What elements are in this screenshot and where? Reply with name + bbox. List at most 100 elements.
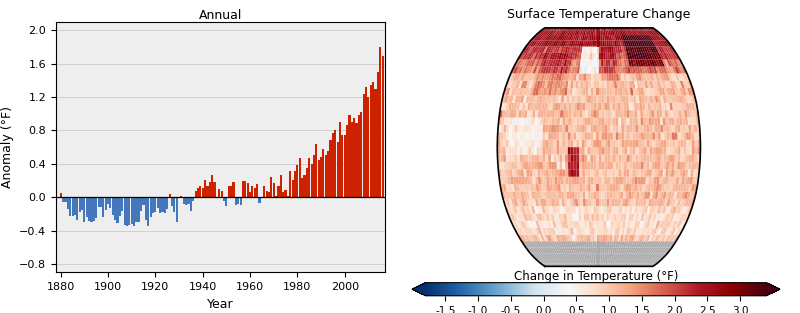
Polygon shape bbox=[607, 47, 610, 53]
Polygon shape bbox=[556, 241, 560, 248]
Polygon shape bbox=[665, 221, 670, 228]
Polygon shape bbox=[622, 140, 624, 147]
Polygon shape bbox=[519, 103, 523, 110]
Polygon shape bbox=[646, 41, 651, 47]
Polygon shape bbox=[563, 184, 566, 192]
Polygon shape bbox=[594, 206, 596, 213]
Polygon shape bbox=[535, 177, 538, 184]
Polygon shape bbox=[650, 31, 657, 35]
Polygon shape bbox=[547, 192, 551, 199]
Polygon shape bbox=[535, 221, 540, 228]
Polygon shape bbox=[551, 88, 554, 95]
Polygon shape bbox=[623, 259, 627, 264]
Polygon shape bbox=[565, 147, 568, 155]
Polygon shape bbox=[563, 213, 567, 221]
Polygon shape bbox=[646, 199, 650, 206]
Polygon shape bbox=[604, 88, 607, 95]
Polygon shape bbox=[570, 35, 574, 41]
Polygon shape bbox=[521, 74, 526, 81]
Polygon shape bbox=[540, 254, 546, 259]
Polygon shape bbox=[590, 103, 594, 110]
Polygon shape bbox=[558, 95, 562, 103]
Polygon shape bbox=[510, 177, 514, 184]
Polygon shape bbox=[527, 88, 531, 95]
Bar bbox=[244, 181, 246, 197]
Polygon shape bbox=[599, 41, 601, 47]
Polygon shape bbox=[574, 95, 578, 103]
Polygon shape bbox=[560, 118, 563, 125]
Polygon shape bbox=[562, 81, 566, 88]
Polygon shape bbox=[646, 118, 649, 125]
Polygon shape bbox=[618, 118, 622, 125]
Polygon shape bbox=[652, 95, 656, 103]
Polygon shape bbox=[679, 199, 684, 206]
Polygon shape bbox=[664, 47, 670, 53]
Polygon shape bbox=[514, 228, 520, 235]
Polygon shape bbox=[518, 118, 522, 125]
Bar bbox=[353, 118, 355, 197]
Polygon shape bbox=[686, 103, 690, 110]
Polygon shape bbox=[642, 235, 646, 241]
Polygon shape bbox=[611, 81, 614, 88]
Polygon shape bbox=[607, 162, 610, 169]
Polygon shape bbox=[543, 110, 546, 118]
Polygon shape bbox=[550, 235, 554, 241]
Polygon shape bbox=[593, 41, 595, 47]
Polygon shape bbox=[682, 95, 686, 103]
Polygon shape bbox=[546, 169, 549, 177]
Polygon shape bbox=[554, 221, 558, 228]
Polygon shape bbox=[629, 254, 633, 259]
Polygon shape bbox=[529, 206, 533, 213]
Polygon shape bbox=[597, 228, 599, 235]
Polygon shape bbox=[580, 228, 583, 235]
Polygon shape bbox=[605, 264, 607, 266]
Polygon shape bbox=[566, 103, 569, 110]
Bar bbox=[273, 183, 274, 197]
Polygon shape bbox=[554, 155, 557, 162]
Polygon shape bbox=[518, 110, 522, 118]
Polygon shape bbox=[601, 235, 603, 241]
Polygon shape bbox=[618, 254, 622, 259]
Polygon shape bbox=[618, 259, 622, 264]
Polygon shape bbox=[574, 184, 577, 192]
Polygon shape bbox=[554, 259, 558, 264]
Polygon shape bbox=[561, 184, 564, 192]
Polygon shape bbox=[674, 228, 679, 235]
Polygon shape bbox=[554, 169, 558, 177]
Polygon shape bbox=[617, 31, 620, 35]
Polygon shape bbox=[530, 74, 535, 81]
Polygon shape bbox=[599, 140, 602, 147]
Bar bbox=[358, 115, 360, 197]
Polygon shape bbox=[662, 228, 667, 235]
Polygon shape bbox=[610, 31, 613, 35]
Polygon shape bbox=[603, 228, 606, 235]
Polygon shape bbox=[596, 147, 599, 155]
Polygon shape bbox=[659, 206, 664, 213]
Polygon shape bbox=[594, 177, 596, 184]
Polygon shape bbox=[558, 110, 561, 118]
Polygon shape bbox=[639, 28, 644, 31]
Polygon shape bbox=[658, 140, 661, 147]
Polygon shape bbox=[581, 53, 584, 59]
Polygon shape bbox=[672, 140, 675, 147]
Polygon shape bbox=[516, 59, 522, 66]
Polygon shape bbox=[619, 241, 622, 248]
Polygon shape bbox=[587, 132, 590, 140]
Polygon shape bbox=[672, 132, 675, 140]
Polygon shape bbox=[606, 88, 610, 95]
Polygon shape bbox=[508, 74, 513, 81]
Polygon shape bbox=[601, 259, 602, 264]
Polygon shape bbox=[537, 125, 540, 132]
Polygon shape bbox=[661, 140, 664, 147]
Polygon shape bbox=[584, 221, 587, 228]
Polygon shape bbox=[526, 118, 530, 125]
Polygon shape bbox=[692, 110, 696, 118]
Polygon shape bbox=[546, 177, 550, 184]
Polygon shape bbox=[661, 155, 664, 162]
Polygon shape bbox=[542, 147, 546, 155]
Polygon shape bbox=[575, 59, 578, 66]
Polygon shape bbox=[555, 254, 560, 259]
Polygon shape bbox=[572, 88, 575, 95]
Polygon shape bbox=[638, 95, 642, 103]
Polygon shape bbox=[599, 228, 602, 235]
